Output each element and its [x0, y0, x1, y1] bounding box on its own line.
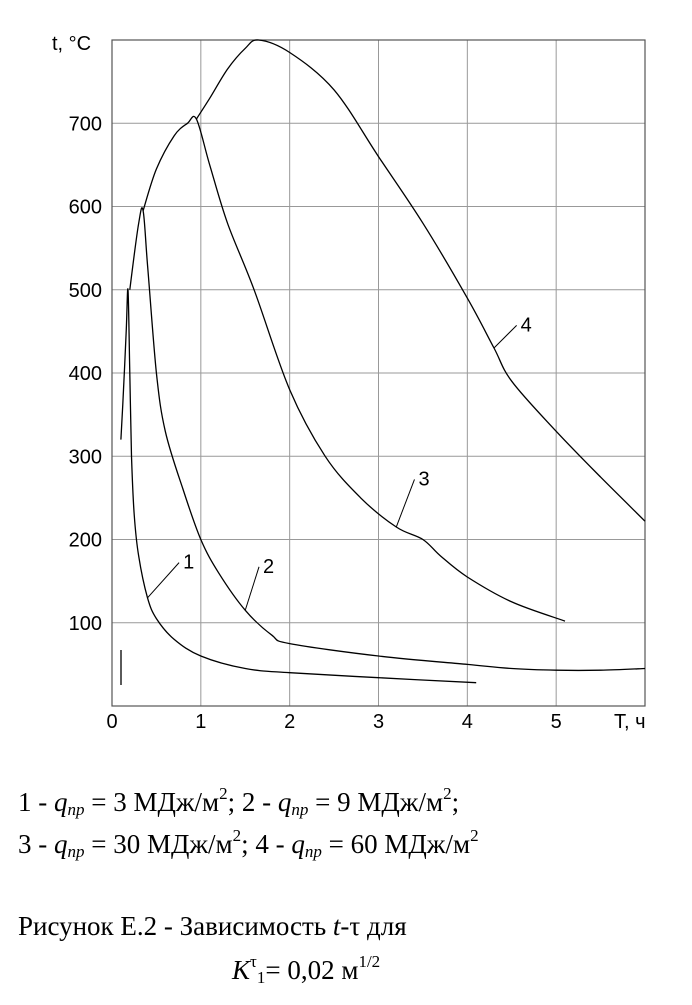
series-label-4: 4: [521, 314, 532, 336]
series-line-1: [120, 288, 477, 684]
axes: [111, 39, 646, 707]
y-tick-label: 500: [69, 280, 102, 302]
x-tick-label: 0: [106, 711, 117, 733]
series-line-4: [195, 39, 646, 522]
series-label-2: 2: [263, 556, 274, 578]
y-tick-label: 400: [69, 363, 102, 385]
series-lines: [120, 39, 646, 684]
y-axis-label: t, °C: [52, 33, 91, 55]
series-label-3: 3: [418, 468, 429, 490]
series-label-leader: [244, 566, 260, 611]
x-tick-label: 4: [462, 711, 473, 733]
legend-caption-line-1: 1 - qпр = 3 МДж/м2; 2 - qпр = 9 МДж/м2;: [18, 784, 460, 819]
series-label-leader: [395, 479, 415, 528]
plot-frame: [111, 39, 646, 707]
y-tick-label: 100: [69, 613, 102, 635]
figure-caption: Рисунок Е.2 - Зависимость t-τ для: [18, 911, 407, 941]
series-label-leader: [493, 325, 517, 349]
series-labels: 1 2 3 4: [147, 314, 532, 611]
figure-caption-formula: Kτ1= 0,02 м1/2: [232, 952, 381, 987]
tick-labels: 100 200 300 400 500 600 700 0 1 2 3 4 5: [69, 113, 562, 733]
legend-caption-line-2: 3 - qпр = 30 МДж/м2; 4 - qпр = 60 МДж/м2: [18, 826, 479, 861]
series-line-2: [129, 207, 646, 672]
chart: 100 200 300 400 500 600 700 0 1 2 3 4 5 1 2 3 4 t, °C Т…: [52, 33, 646, 733]
y-tick-label: 200: [69, 530, 102, 552]
series-label-leader: [147, 562, 180, 599]
x-tick-label: 2: [284, 711, 295, 733]
grid: [111, 39, 646, 707]
x-axis-label: Т, ч: [614, 711, 646, 733]
y-tick-label: 300: [69, 446, 102, 468]
series-label-1: 1: [183, 552, 194, 574]
y-tick-label: 600: [69, 197, 102, 219]
series-line-3: [142, 115, 566, 622]
y-tick-label: 700: [69, 113, 102, 135]
x-tick-label: 5: [551, 711, 562, 733]
x-tick-label: 1: [195, 711, 206, 733]
x-tick-label: 3: [373, 711, 384, 733]
